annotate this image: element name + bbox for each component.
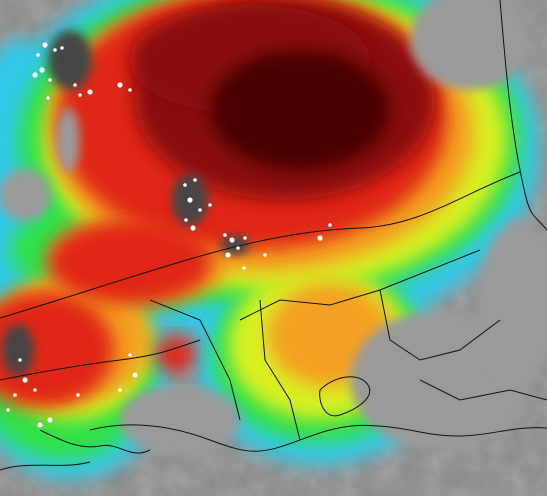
border-line (259, 299, 301, 441)
cloud-top-region (350, 310, 530, 450)
border-line (239, 249, 481, 321)
lightning-strike (18, 358, 22, 362)
lightning-strike (128, 88, 132, 92)
lightning-strike (53, 48, 57, 52)
lightning-strike (118, 388, 122, 392)
border-line (319, 376, 371, 417)
lightning-strike (37, 422, 43, 428)
cloud-top-region (221, 235, 249, 255)
lightning-strike (236, 246, 240, 250)
lightning-strike (198, 208, 202, 212)
lightning-strike (128, 353, 132, 357)
border-line (419, 379, 547, 401)
borders (0, 0, 547, 471)
lightning-strike (183, 183, 187, 187)
border-line (499, 0, 547, 231)
lightning-strike (117, 82, 123, 88)
lightning-strike (184, 218, 188, 222)
lightning-strike (187, 197, 193, 203)
cloud-top-region (0, 169, 51, 221)
cloud-top-region (210, 50, 390, 170)
lightning-strike (6, 408, 10, 412)
lightning-strike (87, 89, 93, 95)
lightning-strike (317, 235, 323, 241)
lightning-strike (73, 83, 77, 87)
lightning-strike (39, 67, 45, 73)
storm-layers (0, 0, 547, 480)
lightning-strike (42, 42, 48, 48)
lightning-strike (328, 223, 332, 227)
border-line (379, 289, 501, 361)
lightning-strike (190, 225, 196, 231)
border-line (0, 171, 521, 319)
border-line (39, 429, 151, 454)
lightning-strike (263, 253, 267, 257)
cloud-top-region (2, 324, 34, 376)
lightning-strike (193, 178, 197, 182)
lightning (6, 42, 332, 428)
lightning-strike (229, 237, 235, 243)
cloud-top-region (410, 0, 530, 90)
lightning-strike (76, 393, 80, 397)
border-line (0, 339, 201, 381)
lightning-strike (60, 46, 64, 50)
lightning-strike (48, 78, 52, 82)
cloud-top-region (56, 108, 80, 172)
lightning-strike (208, 203, 212, 207)
cloud-top-region (120, 385, 240, 455)
lightning-strike (13, 393, 17, 397)
cloud-top-region (48, 30, 92, 90)
lightning-strike (225, 252, 231, 258)
cloud-top-region (155, 337, 195, 373)
border-line (149, 299, 241, 421)
border-line (0, 461, 91, 471)
cloud-top-region (480, 220, 547, 380)
lightning-strike (242, 266, 246, 270)
lightning-strike (36, 53, 40, 57)
lightning-strike (46, 96, 50, 100)
lightning-strike (32, 72, 38, 78)
cloud-top-region (0, 292, 114, 408)
lightning-strike (243, 236, 247, 240)
lightning-strike (132, 372, 138, 378)
lightning-strike (78, 93, 82, 97)
lightning-strike (223, 233, 227, 237)
cloud-top-region (48, 220, 212, 304)
lightning-strike (22, 377, 28, 383)
lightning-strike (47, 417, 53, 423)
lightning-strike (33, 388, 37, 392)
